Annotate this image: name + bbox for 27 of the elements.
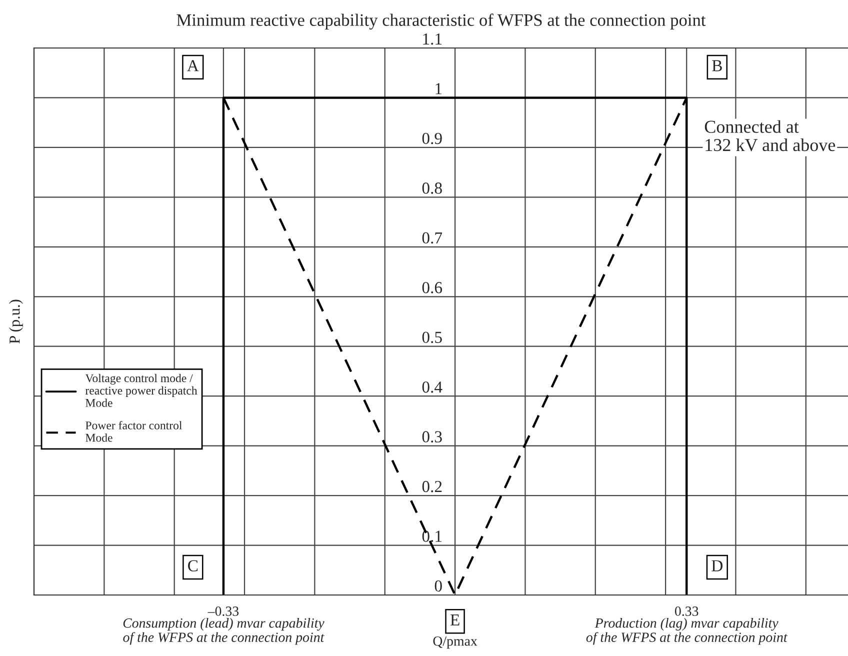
y-tick-label: 0.9 <box>422 132 442 144</box>
x-axis-title: Q/pmax <box>433 636 478 649</box>
y-tick-label: 1 <box>436 83 442 94</box>
y-tick-label: 0.7 <box>422 232 442 244</box>
y-tick-label: 0.3 <box>422 431 442 443</box>
legend-label: Power factor control Mode <box>86 420 182 442</box>
y-tick-label: 0.6 <box>422 282 442 294</box>
chart-title: Minimum reactive capability characteristic of WFPS at the connection point <box>176 14 706 30</box>
annotation: C <box>188 560 198 572</box>
x-tick-label: –0.33 <box>208 606 239 616</box>
y-axis-title: P (p.u.) <box>9 300 23 344</box>
y-tick-label: 0 <box>434 580 442 592</box>
annotation: Connected at 132 kV and above <box>704 120 836 152</box>
x-tick-label: 0.33 <box>674 606 698 616</box>
annotation: D <box>712 560 723 572</box>
text: Production (lag) mvar capability of the WFPS at the connection point <box>586 618 788 645</box>
y-tick-label: 0.1 <box>422 530 442 542</box>
annotation: E <box>450 614 460 626</box>
legend-label: Voltage control mode / reactive power dispatch Mode <box>85 374 198 407</box>
text: Consumption (lead) mvar capability of the WFPS at the connection point <box>123 618 324 645</box>
y-tick-label: 0.8 <box>422 182 442 194</box>
y-tick-label: 0.4 <box>422 381 442 393</box>
y-tick-label: 0.5 <box>422 332 442 344</box>
annotation: A <box>187 60 199 72</box>
y-tick-label: 0.2 <box>422 480 442 492</box>
annotation: B <box>712 60 722 72</box>
y-tick-label: 1.1 <box>423 33 442 45</box>
